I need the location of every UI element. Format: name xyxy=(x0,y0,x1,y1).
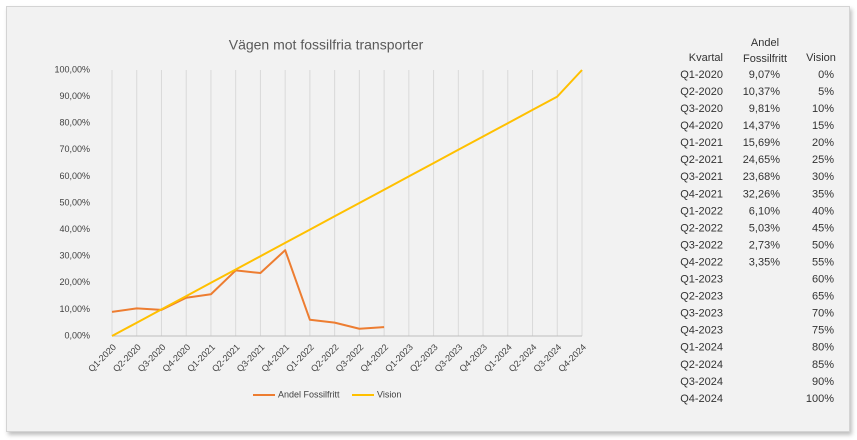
table-vision: 85% xyxy=(812,359,834,371)
table-andel: 10,37% xyxy=(743,86,781,98)
table-vision: 55% xyxy=(812,256,834,268)
table-header-kvartal: Kvartal xyxy=(689,52,723,64)
y-tick-label: 60,00% xyxy=(59,171,90,181)
table-vision: 90% xyxy=(812,376,834,388)
table-quarter: Q2-2024 xyxy=(680,359,723,371)
table-quarter: Q1-2020 xyxy=(680,69,723,81)
table-header-vision: Vision xyxy=(806,52,836,64)
table-quarter: Q4-2020 xyxy=(680,120,723,132)
table-andel: 23,68% xyxy=(743,171,781,183)
table-vision: 15% xyxy=(812,120,834,132)
series-line xyxy=(111,69,583,337)
series-line xyxy=(111,249,385,330)
table-quarter: Q2-2020 xyxy=(680,86,723,98)
y-tick-label: 80,00% xyxy=(59,118,90,128)
y-tick-label: 100,00% xyxy=(54,64,90,74)
table-vision: 50% xyxy=(812,239,834,251)
table-andel: 2,73% xyxy=(749,239,780,251)
y-tick-label: 30,00% xyxy=(59,251,90,261)
table-andel: 24,65% xyxy=(743,154,781,166)
table-quarter: Q3-2022 xyxy=(680,239,723,251)
table-andel: 32,26% xyxy=(743,188,781,200)
table-vision: 10% xyxy=(812,103,834,115)
y-tick-label: 50,00% xyxy=(59,197,90,207)
table-vision: 75% xyxy=(812,325,834,337)
legend-label: Vision xyxy=(377,389,401,399)
y-tick-label: 10,00% xyxy=(59,304,90,314)
table-vision: 80% xyxy=(812,342,834,354)
table-quarter: Q4-2024 xyxy=(680,393,723,405)
y-tick-label: 0,00% xyxy=(64,330,90,340)
table-vision: 45% xyxy=(812,222,834,234)
chart-title: Vägen mot fossilfria transporter xyxy=(229,37,424,53)
table-quarter: Q3-2020 xyxy=(680,103,723,115)
table-quarter: Q2-2023 xyxy=(680,291,723,303)
table-andel: 15,69% xyxy=(743,137,781,149)
table-vision: 25% xyxy=(812,154,834,166)
y-tick-label: 70,00% xyxy=(59,144,90,154)
y-tick-label: 20,00% xyxy=(59,277,90,287)
table-quarter: Q4-2021 xyxy=(680,188,723,200)
panel xyxy=(6,6,850,432)
table-quarter: Q4-2022 xyxy=(680,256,723,268)
table-vision: 0% xyxy=(818,69,834,81)
table-andel: 9,81% xyxy=(749,103,780,115)
table-vision: 35% xyxy=(812,188,834,200)
table-quarter: Q3-2021 xyxy=(680,171,723,183)
table-vision: 65% xyxy=(812,291,834,303)
table-quarter: Q1-2022 xyxy=(680,205,723,217)
y-tick-label: 90,00% xyxy=(59,91,90,101)
table-andel: 5,03% xyxy=(749,222,780,234)
table-vision: 40% xyxy=(812,205,834,217)
table-andel: 9,07% xyxy=(749,69,780,81)
table-quarter: Q3-2023 xyxy=(680,308,723,320)
table-vision: 20% xyxy=(812,137,834,149)
table-quarter: Q1-2021 xyxy=(680,137,723,149)
table-quarter: Q2-2022 xyxy=(680,222,723,234)
table-andel: 3,35% xyxy=(749,256,780,268)
table-vision: 5% xyxy=(818,86,834,98)
table-andel: 14,37% xyxy=(743,120,781,132)
table-andel: 6,10% xyxy=(749,205,780,217)
table-quarter: Q3-2024 xyxy=(680,376,723,388)
table-vision: 30% xyxy=(812,171,834,183)
table-quarter: Q1-2023 xyxy=(680,274,723,286)
table-vision: 60% xyxy=(812,274,834,286)
y-tick-label: 40,00% xyxy=(59,224,90,234)
table-quarter: Q4-2023 xyxy=(680,325,723,337)
table-quarter: Q2-2021 xyxy=(680,154,723,166)
table-vision: 100% xyxy=(806,393,834,405)
legend-label: Andel Fossilfritt xyxy=(278,389,340,399)
table-vision: 70% xyxy=(812,308,834,320)
table-header-andel: Andel Fossilfritt xyxy=(743,37,787,65)
table-quarter: Q1-2024 xyxy=(680,342,723,354)
